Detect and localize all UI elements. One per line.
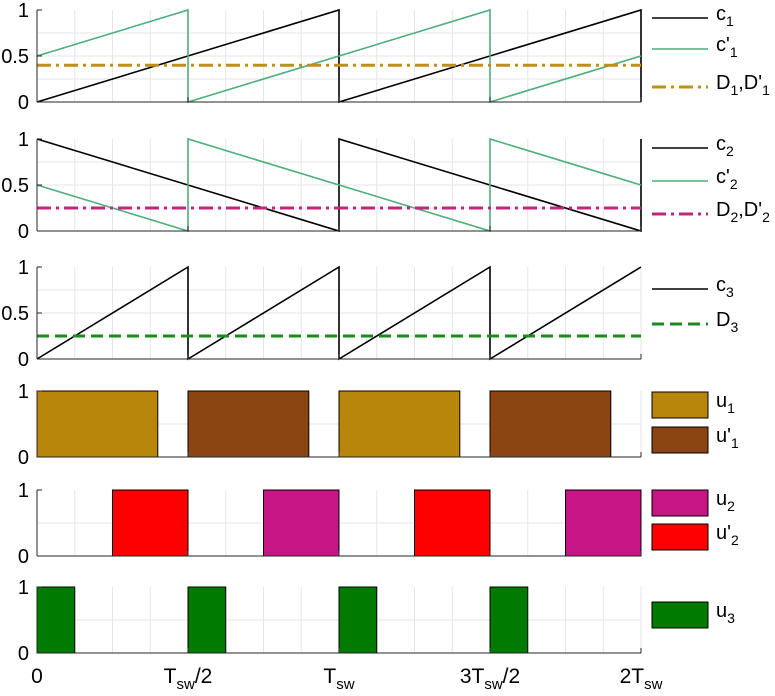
x-tick-label: Tsw/2 xyxy=(164,665,213,693)
pulse-bar-5-0-0 xyxy=(263,489,340,557)
y-tick-label: 1 xyxy=(18,0,29,22)
pulse-bar-5-1-1 xyxy=(414,489,491,557)
legend-swatch xyxy=(651,489,709,517)
pulse-bar-4-1-0 xyxy=(187,390,310,458)
y-tick-label: 0 xyxy=(18,447,29,469)
y-tick-label: 1 xyxy=(18,480,29,502)
legend-label: u1 xyxy=(716,390,735,416)
x-tick-label: 3Tsw/2 xyxy=(460,665,520,693)
pulse-bar-6-0-2 xyxy=(338,586,378,654)
legend-label: c1 xyxy=(716,3,734,29)
y-tick-label: 1 xyxy=(18,381,29,403)
pulse-bar-4-0-0 xyxy=(36,390,159,458)
panel-1: 0 0.5 1 c1 c'1 D1,D'1 xyxy=(1,0,770,114)
y-tick-label: 0 xyxy=(18,546,29,568)
panel-3: 0 0.5 1 c3 D3 xyxy=(1,257,738,371)
pulse-bar-5-1-0 xyxy=(112,489,189,557)
legend-swatch xyxy=(651,601,709,629)
series-line-1-1 xyxy=(36,8,642,104)
series-line-2-0 xyxy=(36,137,642,233)
y-tick-label: 0 xyxy=(18,221,29,243)
y-tick-label: 0 xyxy=(18,643,29,665)
y-tick-label: 1 xyxy=(18,577,29,599)
pulse-bar-5-0-1 xyxy=(565,489,642,557)
pulse-bar-4-1-1 xyxy=(489,390,612,458)
pulse-bar-6-0-0 xyxy=(36,586,76,654)
pulse-bar-4-0-1 xyxy=(338,390,461,458)
legend-label: c2 xyxy=(716,133,734,159)
x-tick-label: Tsw xyxy=(323,665,354,693)
legend-label: c'1 xyxy=(716,34,738,60)
legend-label: u2 xyxy=(716,488,735,514)
legend-swatch xyxy=(651,523,709,551)
legend-label: u'1 xyxy=(716,425,739,451)
pulse-bar-6-0-1 xyxy=(187,586,227,654)
legend-label: D3 xyxy=(716,309,738,335)
legend-swatch xyxy=(651,391,709,419)
legend-label: D2,D'2 xyxy=(716,199,770,225)
legend-label: c3 xyxy=(716,274,734,300)
y-tick-label: 0 xyxy=(18,349,29,371)
legend-swatch xyxy=(651,426,709,454)
series-line-3-0 xyxy=(36,265,642,361)
x-tick-label: 2Tsw xyxy=(620,665,663,693)
series-line-2-1 xyxy=(36,137,642,233)
y-tick-label: 0.5 xyxy=(1,46,29,68)
y-tick-label: 1 xyxy=(18,129,29,151)
legend-label: D1,D'1 xyxy=(716,72,770,98)
panel-4: 0 1 u1 u'1 xyxy=(18,381,739,469)
pulse-bar-6-0-3 xyxy=(489,586,529,654)
legend-label: u3 xyxy=(716,600,735,626)
y-tick-label: 1 xyxy=(18,257,29,279)
y-tick-label: 0.5 xyxy=(1,303,29,325)
y-tick-label: 0.5 xyxy=(1,175,29,197)
panel-6: 0 1 u3 xyxy=(18,577,735,665)
panel-5: 0 1 u2 u'2 xyxy=(18,480,739,568)
panel-2: 0 0.5 1 c2 c'2 D2,D'2 xyxy=(1,129,770,243)
y-tick-label: 0 xyxy=(18,92,29,114)
legend-label: u'2 xyxy=(716,522,739,548)
legend-label: c'2 xyxy=(716,166,738,192)
x-tick-label: 0 xyxy=(31,665,43,688)
